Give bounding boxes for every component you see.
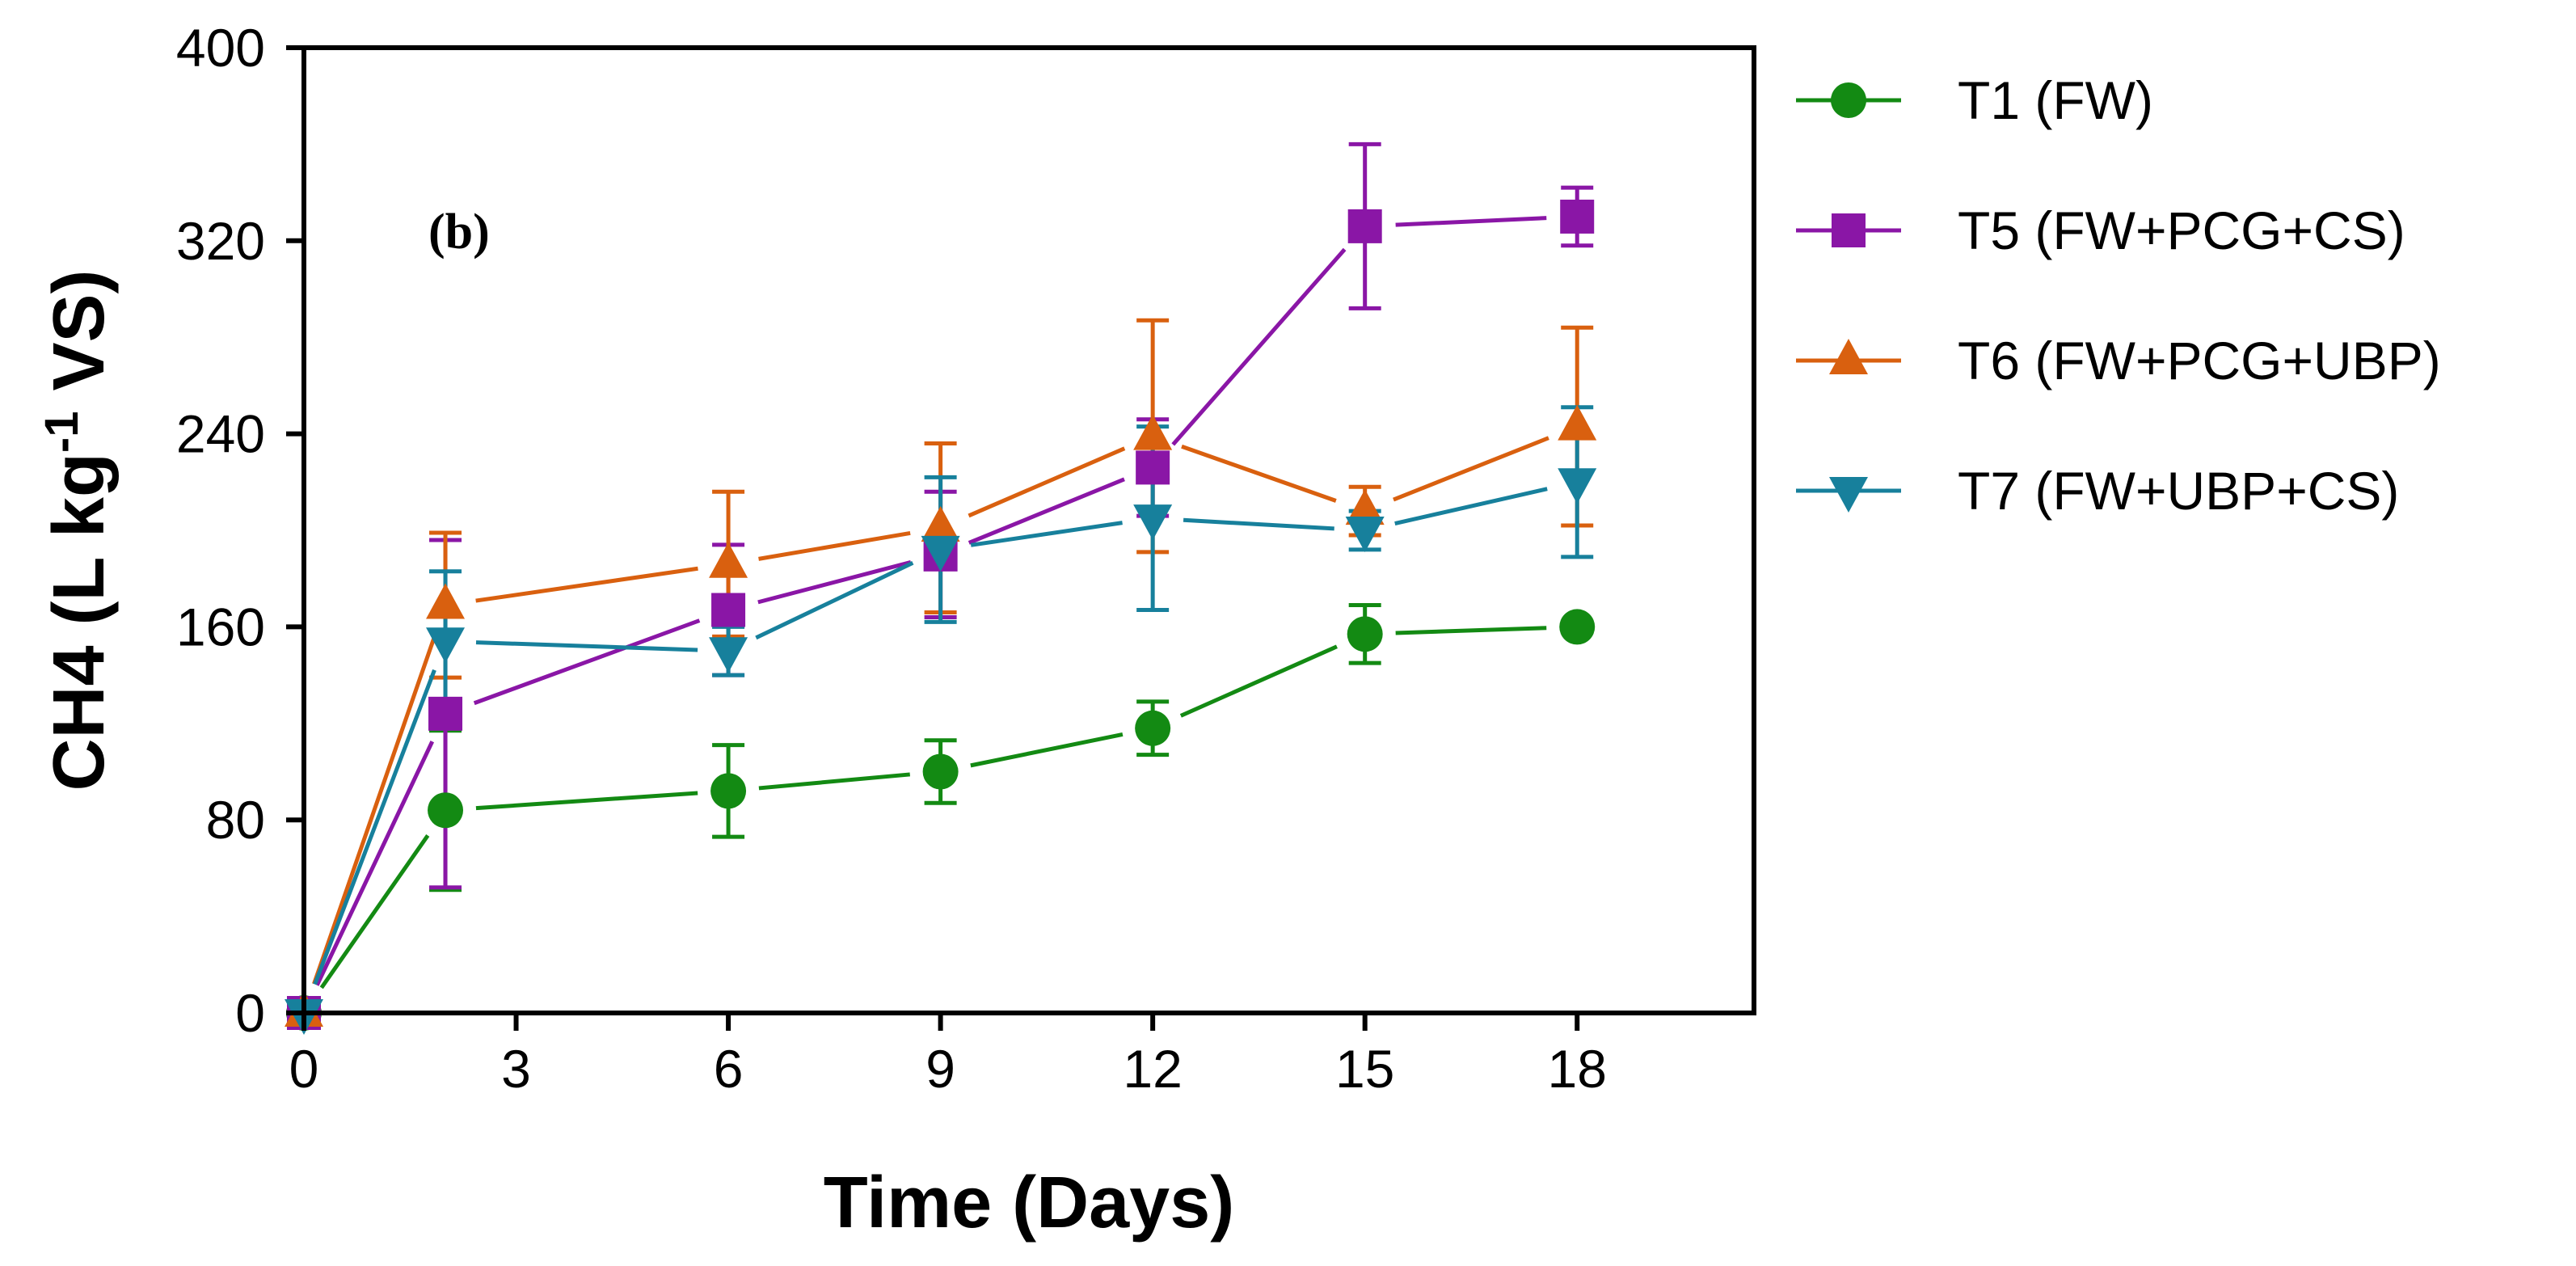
legend-item-4: T7 (FW+UBP+CS) [1796,461,2399,521]
legend-label-2: T5 (FW+PCG+CS) [1958,200,2405,260]
y-axis-title-superscript: -1 [36,411,88,454]
legend-item-3: T6 (FW+PCG+UBP) [1796,331,2441,390]
series-layer [285,141,1597,1035]
series-2-segment-5 [1395,216,1547,227]
series-1-segment-4 [1179,644,1338,718]
series-4-segment-3 [970,521,1123,547]
series-2-segment-4 [1171,247,1347,446]
series-3-point-4 [1133,414,1173,450]
series-4-point-2 [709,637,748,673]
legend-marker-4 [1829,477,1868,513]
legend-label-4: T7 (FW+UBP+CS) [1958,461,2399,521]
y-tick-label-0: 0 [235,983,265,1043]
legend-marker-2 [1832,213,1866,247]
series-2-segment-2 [757,560,912,605]
y-tick-label-4: 320 [176,211,265,271]
series-4-segment-1 [475,640,698,652]
legend-label-1: T1 (FW) [1958,70,2153,130]
x-axis-title: Time (Days) [824,1163,1235,1243]
series-4-segment-2 [755,560,914,640]
legend-item-2: T5 (FW+PCG+CS) [1796,200,2405,260]
legend-item-1: T1 (FW) [1796,70,2153,130]
x-tick-label-1: 3 [501,1039,531,1099]
legend-marker-1 [1831,82,1866,118]
series-3-point-1 [426,583,466,619]
y-axis-title: CH4 (L kg-1 VS) [36,269,120,791]
series-4-point-6 [1558,468,1597,504]
y-tick-label-2: 160 [176,597,265,656]
series-1-point-4 [1135,710,1171,746]
series-1-segment-2 [758,772,910,791]
legend: T1 (FW) T5 (FW+PCG+CS) T6 (FW+PCG+UBP) T7 (… [1796,70,2441,521]
series-1-point-2 [710,773,747,809]
x-tick-label-5: 15 [1335,1039,1394,1099]
series-4-point-3 [921,535,960,572]
plot-frame [301,45,1756,1015]
x-tick-label-6: 18 [1548,1039,1607,1099]
series-2-markers [287,199,1595,1030]
x-tick-label-0: 0 [289,1039,319,1099]
legend-label-3: T6 (FW+PCG+UBP) [1958,331,2441,390]
series-1-point-3 [922,753,959,790]
axis-layer: 0 3 6 9 12 15 18 0 80 160 240 320 400 [176,18,1607,1099]
series-3-segment-0 [312,633,437,985]
series-4-point-4 [1133,504,1173,541]
series-1-segment-3 [970,732,1124,768]
series-3-point-5 [1345,489,1385,525]
series-2-point-6 [1560,199,1595,234]
series-2-point-2 [711,593,746,627]
series-3-segment-1 [475,566,698,603]
series-4-segment-4 [1183,517,1334,531]
series-1-point-1 [428,792,464,829]
series-1-segment-5 [1395,626,1547,635]
y-axis-title-tail: VS) [39,269,120,411]
y-tick-label-3: 240 [176,404,265,464]
x-tick-label-3: 9 [925,1039,955,1099]
series-2-segment-0 [314,741,435,986]
series-2-segment-3 [968,477,1125,545]
y-tick-label-5: 400 [176,18,265,78]
x-tick-label-4: 12 [1123,1039,1182,1099]
series-2-point-4 [1136,450,1170,485]
series-1-segment-0 [319,833,430,990]
series-4-segment-0 [313,669,436,985]
series-1-point-5 [1347,616,1383,652]
series-3-segment-3 [968,446,1126,518]
legend-marker-3 [1829,339,1868,374]
series-3-segment-5 [1393,436,1549,502]
y-tick-label-1: 80 [206,790,265,850]
series-2-segment-1 [473,618,701,706]
series-4-point-1 [426,627,466,664]
x-tick-label-2: 6 [714,1039,744,1099]
panel-annotation: (b) [428,205,490,260]
y-axis-title-base: CH4 (L kg [39,453,120,791]
series-1-segment-1 [475,791,698,811]
series-4-segment-5 [1394,487,1548,526]
series-1-point-6 [1559,609,1596,645]
series-3-point-2 [709,542,748,578]
series-3-segment-4 [1181,444,1337,503]
series-2-point-5 [1347,209,1382,243]
series-3-segment-2 [758,530,911,561]
series-3-point-6 [1558,404,1597,441]
series-2-point-1 [428,696,463,731]
series-4-point-5 [1345,517,1385,552]
series-3-point-3 [921,506,960,542]
